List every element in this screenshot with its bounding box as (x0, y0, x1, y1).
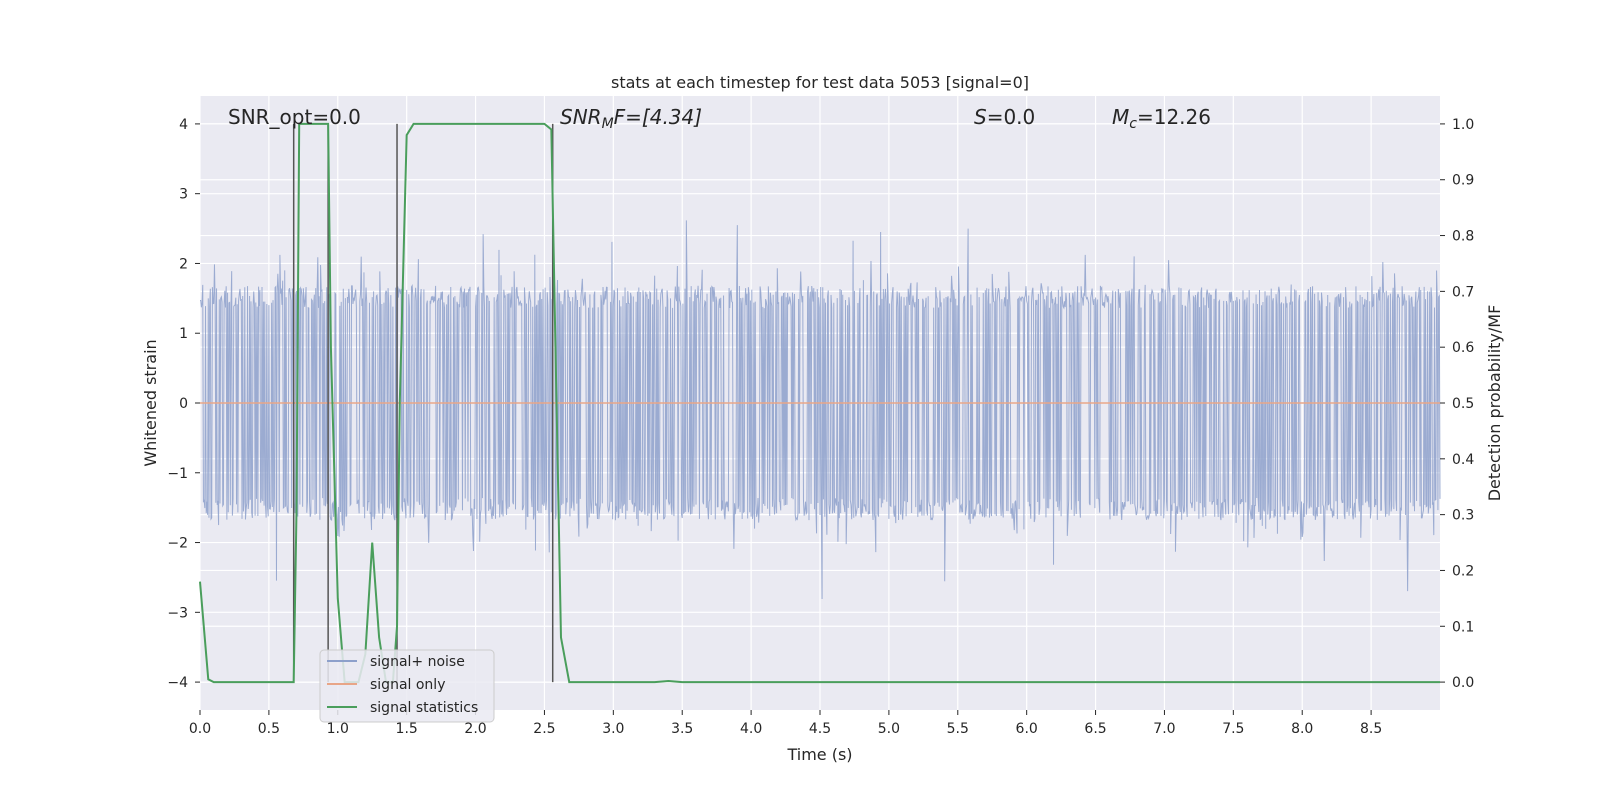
y-tick-label-2: −2 (167, 536, 188, 552)
signal-noise-line (200, 220, 1441, 599)
y-tick-label-0: −4 (167, 675, 188, 691)
x-tick-label-13: 6.5 (1084, 721, 1106, 737)
x-tick-label-6: 3.0 (602, 721, 624, 737)
y-right-tick-label-9: 0.9 (1452, 173, 1474, 189)
x-tick-label-7: 3.5 (671, 721, 693, 737)
y-axis-label: Whitened strain (141, 339, 160, 466)
legend: signal+ noise signal only signal statist… (319, 649, 495, 723)
y-tick-label-8: 4 (179, 117, 188, 133)
x-axis-ticks: 0.0 0.5 1.0 1.5 2.0 2.5 3.0 3.5 4.0 4.5 5.0 5.5 6.0 6… (189, 710, 1382, 737)
signal-noise-series (200, 220, 1441, 599)
x-tick-label-9: 4.5 (809, 721, 831, 737)
y-tick-label-7: 3 (179, 187, 188, 203)
y-right-tick-label-10: 1.0 (1452, 117, 1474, 133)
y-right-tick-label-0: 0.0 (1452, 675, 1474, 691)
x-tick-label-2: 1.0 (327, 721, 349, 737)
legend-label-signal-noise: signal+ noise (370, 654, 465, 670)
x-tick-label-10: 5.0 (878, 721, 900, 737)
y-tick-label-4: 0 (179, 396, 188, 412)
y-right-tick-label-2: 0.2 (1452, 563, 1474, 579)
y-right-tick-label-6: 0.6 (1452, 340, 1474, 356)
annotation-snr-opt: SNR_opt=0.0 (228, 105, 361, 129)
legend-label-signal-statistics: signal statistics (370, 700, 478, 716)
x-tick-label-5: 2.5 (533, 721, 555, 737)
x-tick-label-3: 1.5 (396, 721, 418, 737)
x-tick-label-4: 2.0 (464, 721, 486, 737)
x-tick-label-1: 0.5 (258, 721, 280, 737)
y-right-tick-label-3: 0.3 (1452, 508, 1474, 524)
annotation-s: S=0.0 (974, 105, 1035, 129)
x-tick-label-12: 6.0 (1016, 721, 1038, 737)
y-right-tick-label-7: 0.7 (1452, 284, 1474, 300)
legend-label-signal-only: signal only (370, 677, 445, 693)
x-tick-label-14: 7.0 (1153, 721, 1175, 737)
y-tick-label-5: 1 (179, 326, 188, 342)
y-right-tick-label-1: 0.1 (1452, 619, 1474, 635)
x-tick-label-0: 0.0 (189, 721, 211, 737)
x-tick-label-17: 8.5 (1360, 721, 1382, 737)
y-right-axis-ticks: 0.0 0.1 0.2 0.3 0.4 0.5 0.6 0.7 0.8 0.9 1.0 (1440, 117, 1474, 691)
chart-title: stats at each timestep for test data 505… (611, 73, 1029, 92)
y-tick-label-1: −3 (167, 605, 188, 621)
y-tick-label-3: −1 (167, 466, 188, 482)
y-right-tick-label-8: 0.8 (1452, 229, 1474, 245)
annotation-mc: Mc=12.26 (1112, 105, 1211, 132)
x-tick-label-16: 8.0 (1291, 721, 1313, 737)
y-axis-ticks: −4 −3 −2 −1 0 1 2 3 4 (167, 117, 200, 691)
x-tick-label-15: 7.5 (1222, 721, 1244, 737)
y-right-axis-label: Detection probability/MF (1485, 305, 1504, 502)
annotation-snr-mf: SNRMF=[4.34] (560, 105, 702, 132)
legend-box (319, 649, 495, 723)
y-right-tick-label-5: 0.5 (1452, 396, 1474, 412)
x-tick-label-11: 5.5 (947, 721, 969, 737)
y-right-tick-label-4: 0.4 (1452, 452, 1474, 468)
x-axis-label: Time (s) (786, 745, 852, 764)
x-tick-label-8: 4.0 (740, 721, 762, 737)
y-tick-label-6: 2 (179, 256, 188, 272)
